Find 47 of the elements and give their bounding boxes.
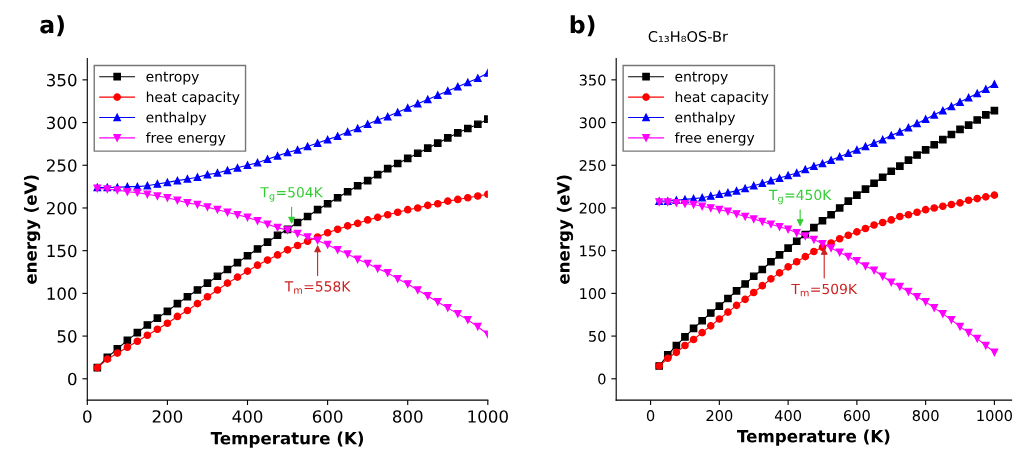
- y-tick-label: 0: [598, 373, 606, 385]
- y-tick-label: 150: [47, 244, 77, 258]
- y-tick-label: 250: [46, 159, 77, 172]
- legend-label: heat capacity: [675, 91, 769, 105]
- y-tick-label: 350: [579, 74, 606, 86]
- x-tick-label: 400: [232, 410, 263, 423]
- x-tick-label: 400: [774, 410, 802, 422]
- y-tick-label: 300: [47, 116, 77, 130]
- y-tick-label: 0: [68, 372, 77, 386]
- legend-label: enthalpy: [675, 111, 736, 126]
- x-tick-label: 200: [152, 410, 183, 423]
- chart-title: b): [570, 15, 595, 37]
- y-axis-title: energy (eV): [23, 175, 41, 284]
- legend-label: heat capacity: [146, 91, 240, 105]
- y-tick-label: 350: [47, 73, 77, 87]
- y-tick-label: 200: [46, 201, 77, 215]
- annotation: T$_{g}$=450K: [768, 189, 832, 205]
- x-tick-label: 600: [312, 410, 343, 423]
- x-tick-label: 1000: [977, 410, 1012, 422]
- x-tick-label: 0: [646, 410, 655, 422]
- x-axis-title: Temperature (K): [210, 431, 364, 448]
- x-tick-label: 600: [843, 410, 870, 422]
- x-tick-label: 0: [83, 410, 92, 423]
- x-tick-label: 1000: [468, 410, 508, 423]
- x-tick-label: 800: [392, 410, 423, 423]
- x-tick-label: 800: [912, 410, 939, 422]
- y-tick-label: 100: [47, 287, 77, 300]
- legend-label: free energy: [674, 132, 755, 146]
- y-tick-label: 50: [589, 330, 606, 342]
- legend-label: free energy: [145, 132, 226, 146]
- chart-title: a): [40, 15, 64, 37]
- annotation: T$_{m}$=558K: [284, 281, 351, 294]
- legend-label: entropy: [675, 71, 728, 85]
- y-tick-label: 250: [579, 159, 606, 172]
- x-tick-label: 200: [706, 410, 733, 422]
- y-tick-label: 50: [57, 330, 77, 343]
- y-tick-label: 150: [580, 245, 606, 257]
- y-tick-label: 200: [579, 202, 606, 214]
- legend-label: entropy: [146, 71, 199, 85]
- legend-label: enthalpy: [146, 111, 207, 126]
- annotation: T$_{m}$=509K: [791, 283, 858, 297]
- chart-subtitle: C₁₃H₈OS-Br: [648, 30, 728, 43]
- y-tick-label: 100: [580, 288, 606, 300]
- x-axis-title: Temperature (K): [737, 429, 890, 446]
- y-axis-title: energy (eV): [556, 175, 574, 284]
- y-tick-label: 300: [579, 117, 606, 129]
- annotation: T$_{g}$=504K: [260, 187, 324, 202]
